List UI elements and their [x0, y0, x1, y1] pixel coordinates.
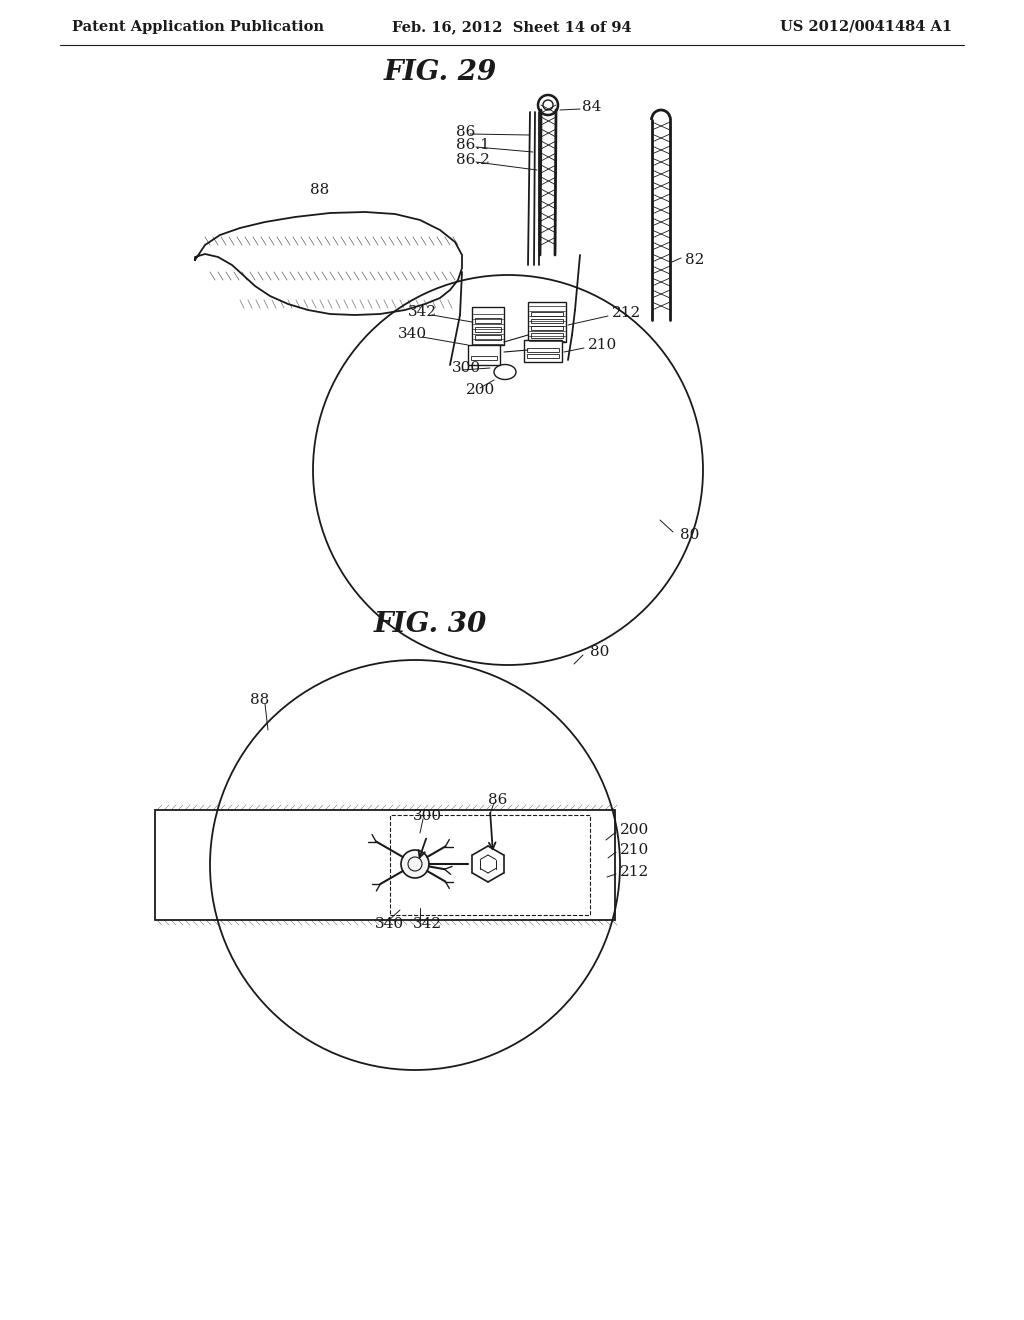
Bar: [472, 308, 504, 345]
Text: 210: 210: [620, 843, 649, 857]
Bar: [531, 312, 563, 315]
Text: Feb. 16, 2012  Sheet 14 of 94: Feb. 16, 2012 Sheet 14 of 94: [392, 20, 632, 34]
Bar: [531, 326, 563, 330]
Text: Patent Application Publication: Patent Application Publication: [72, 20, 324, 34]
Bar: [468, 345, 500, 366]
Text: 200: 200: [466, 383, 496, 397]
Bar: [527, 354, 559, 358]
Text: 86: 86: [488, 793, 507, 807]
Text: 342: 342: [408, 305, 437, 319]
Bar: [531, 319, 563, 323]
Text: 340: 340: [375, 917, 404, 931]
Text: 86: 86: [456, 125, 475, 139]
Circle shape: [401, 850, 429, 878]
Text: FIG. 29: FIG. 29: [383, 58, 497, 86]
Text: 300: 300: [452, 360, 481, 375]
Text: 212: 212: [620, 865, 649, 879]
Text: 300: 300: [413, 809, 442, 822]
Text: FIG. 30: FIG. 30: [374, 611, 486, 639]
Text: 200: 200: [620, 822, 649, 837]
Bar: [475, 335, 501, 341]
Bar: [531, 333, 563, 338]
Text: 340: 340: [398, 327, 427, 341]
Text: 80: 80: [590, 645, 609, 659]
Text: 212: 212: [612, 306, 641, 319]
Bar: [475, 318, 501, 323]
Text: 88: 88: [250, 693, 269, 708]
Bar: [528, 302, 566, 342]
Text: 80: 80: [680, 528, 699, 543]
Text: 84: 84: [582, 100, 601, 114]
Text: 88: 88: [310, 183, 330, 197]
Bar: [527, 348, 559, 352]
Bar: [155, 810, 615, 920]
Text: 82: 82: [685, 253, 705, 267]
Bar: [524, 341, 562, 362]
Text: 86.1: 86.1: [456, 139, 489, 152]
Text: 210: 210: [588, 338, 617, 352]
Text: 86.2: 86.2: [456, 153, 489, 168]
Text: US 2012/0041484 A1: US 2012/0041484 A1: [780, 20, 952, 34]
Text: 342: 342: [413, 917, 442, 931]
Bar: [390, 814, 590, 915]
Bar: [475, 326, 501, 331]
Bar: [471, 355, 497, 360]
